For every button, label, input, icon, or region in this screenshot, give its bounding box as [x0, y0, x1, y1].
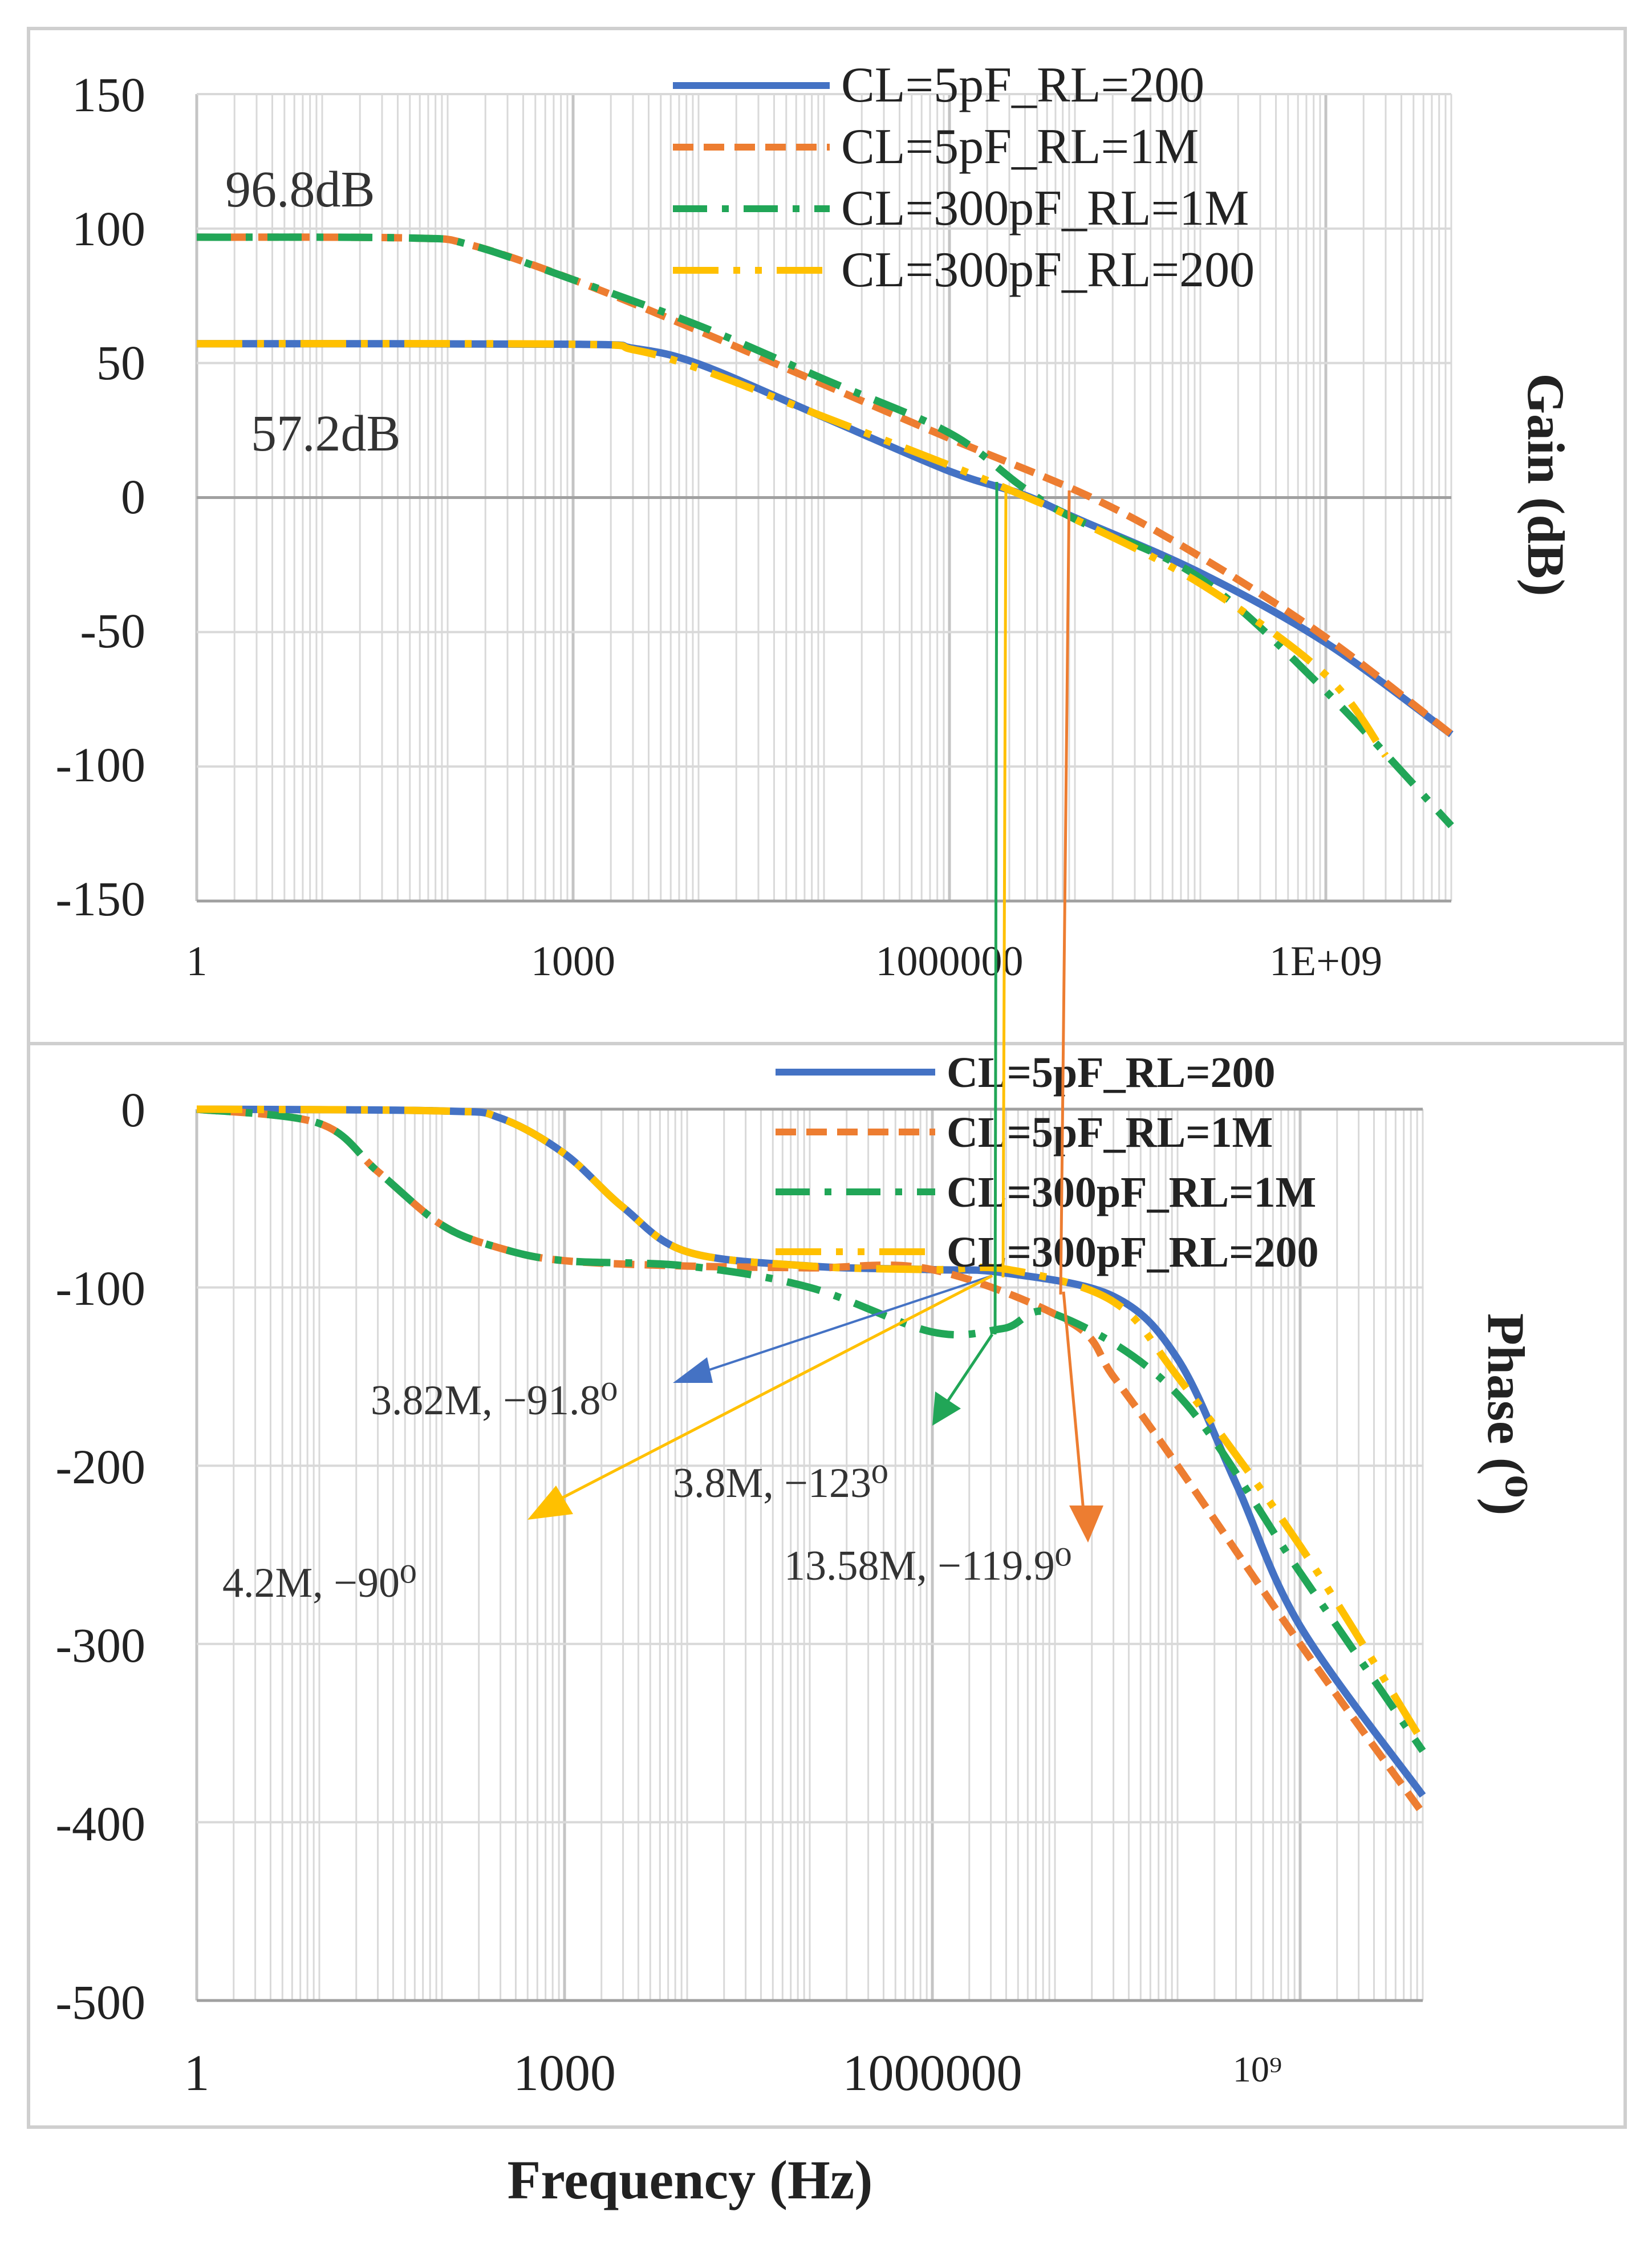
arrow-line-300pf-200 — [546, 1274, 993, 1507]
phase-xtick-label: 1000 — [513, 2045, 616, 2101]
crossover-marker-lines — [993, 481, 1071, 1335]
gain-annotation-low: 57.2dB — [251, 405, 401, 462]
phase-annotation-5pf-200: 3.82M, −91.8⁰ — [371, 1377, 618, 1424]
arrowhead-5pf-200 — [673, 1357, 713, 1383]
legend-label: CL=300pF_RL=1M — [947, 1168, 1316, 1216]
legend-label: CL=300pF_RL=200 — [947, 1228, 1318, 1276]
phase-ytick-label: -200 — [55, 1439, 145, 1494]
gain-chart: 150 100 50 0 -50 -100 -150 1 1000 100000… — [55, 58, 1575, 985]
x-axis-title: Frequency (Hz) — [508, 2149, 873, 2210]
phase-annotation-300pf-200: 4.2M, −90⁰ — [222, 1560, 417, 1606]
gain-series-line-300pf-200 — [196, 340, 1389, 758]
phase-ytick-label: -300 — [55, 1618, 145, 1673]
phase-annotation-arrows — [527, 1274, 1103, 1543]
legend-label: CL=5pF_RL=200 — [841, 58, 1204, 113]
arrow-line-5pf-200 — [695, 1275, 993, 1375]
phase-chart: 0 -100 -200 -300 -400 -500 1 1000 100000… — [55, 1049, 1535, 2101]
phase-ytick-label: -400 — [55, 1796, 145, 1851]
phase-panel-frame — [27, 1042, 1627, 2129]
gain-series-line-300pf-1m — [196, 233, 1454, 829]
gain-ytick-label: 150 — [72, 67, 145, 122]
arrowhead-300pf-200 — [527, 1486, 573, 1520]
gain-ytick-label: 0 — [121, 469, 145, 524]
phase-xtick-label: 1 — [184, 2045, 210, 2101]
gain-ytick-label: 50 — [96, 335, 145, 390]
arrow-line-300pf-1m — [945, 1333, 994, 1404]
phase-ytick-label: -100 — [55, 1261, 145, 1316]
legend-label: CL=5pF_RL=200 — [947, 1049, 1275, 1097]
phase-ytick-label: 0 — [121, 1082, 145, 1137]
legend-label: CL=5pF_RL=1M — [947, 1109, 1273, 1157]
gain-ytick-label: -150 — [55, 871, 145, 926]
phase-xtick-label: 1000000 — [843, 2045, 1022, 2101]
gain-grid — [195, 93, 1452, 903]
gain-annotation-high: 96.8dB — [225, 161, 375, 218]
phase-annotation-5pf-1m: 13.58M, −119.9⁰ — [784, 1543, 1071, 1589]
gain-series-line-5pf-1m — [196, 233, 1454, 737]
gain-ytick-label: -100 — [55, 737, 145, 792]
legend-label: CL=300pF_RL=1M — [841, 181, 1249, 236]
gain-legend: CL=5pF_RL=200 CL=5pF_RL=1M CL=300pF_RL=1… — [673, 58, 1255, 298]
legend-label: CL=5pF_RL=1M — [841, 119, 1199, 175]
phase-xtick-label: 10⁹ — [1233, 2049, 1282, 2089]
arrow-line-5pf-1m — [1062, 1291, 1085, 1512]
gain-xtick-label: 1000000 — [876, 938, 1024, 985]
arrowhead-5pf-1m — [1069, 1506, 1103, 1543]
phase-ytick-label: -500 — [55, 1975, 145, 2030]
gain-xtick-label: 1000 — [531, 938, 615, 985]
phase-axis-title: Phase (⁰) — [1477, 1313, 1535, 1516]
gain-series-line-5pf-200 — [196, 340, 1454, 737]
phase-annotation-300pf-1m: 3.8M, −123⁰ — [673, 1460, 888, 1507]
crossover-marker-300pf-1m — [993, 481, 998, 1335]
gain-xtick-label: 1 — [186, 938, 208, 985]
phase-series-line-300pf-200 — [196, 1105, 1426, 1744]
gain-xtick-label: 1E+09 — [1269, 938, 1382, 985]
phase-legend: CL=5pF_RL=200 CL=5pF_RL=1M CL=300pF_RL=1… — [776, 1049, 1318, 1276]
legend-label: CL=300pF_RL=200 — [841, 242, 1255, 298]
gain-ytick-label: -50 — [80, 603, 145, 658]
crossover-marker-300pf-200 — [1001, 487, 1008, 1278]
gain-axis-title: Gain (dB) — [1517, 373, 1575, 596]
arrowhead-300pf-1m — [932, 1391, 961, 1426]
crossover-marker-5pf-1m — [1059, 490, 1071, 1295]
gain-series-group — [196, 233, 1454, 829]
phase-series-group — [196, 1105, 1426, 1816]
gain-ytick-label: 100 — [72, 201, 145, 256]
phase-series-line-300pf-1m — [196, 1105, 1426, 1754]
